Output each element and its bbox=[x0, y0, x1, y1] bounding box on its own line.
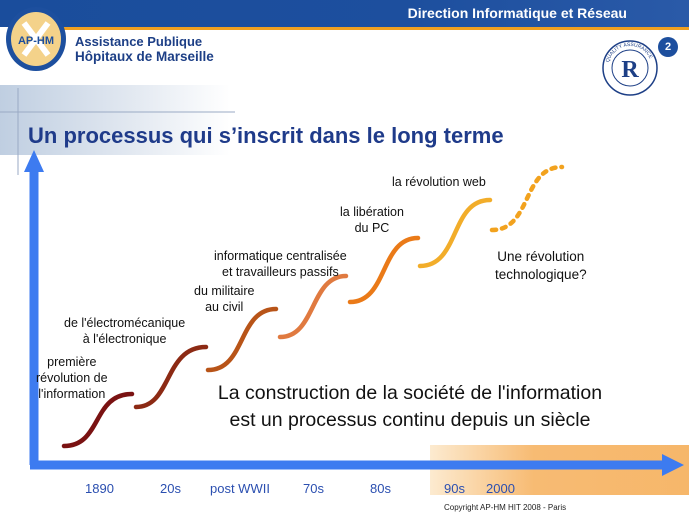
step-curve-5 bbox=[347, 235, 421, 305]
copyright-notice: Copyright AP-HM HIT 2008 - Paris bbox=[444, 503, 567, 512]
step-label-1: première révolution de l'information bbox=[36, 355, 108, 401]
svg-text:R: R bbox=[621, 57, 639, 83]
axis-tick-2000: 2000 bbox=[486, 481, 515, 496]
aphm-logo-icon: AP-HM bbox=[6, 7, 66, 71]
axis-tick-70s: 70s bbox=[303, 481, 324, 496]
horizontal-axis-arrow-icon bbox=[662, 454, 684, 476]
step-label-7: Une révolution technologique? bbox=[495, 249, 587, 282]
step-curve-4 bbox=[277, 273, 349, 340]
header-title: Direction Informatique et Réseau bbox=[407, 5, 627, 21]
quality-certification-icon: R QUALITY ASSURANCE bbox=[602, 40, 658, 96]
header-accent-line bbox=[60, 27, 689, 30]
org-line-1: Assistance Publique bbox=[75, 34, 203, 49]
step-label-4: informatique centralisée et travailleurs… bbox=[214, 249, 347, 279]
axis-tick-20s: 20s bbox=[160, 481, 181, 496]
organization-name: Assistance Publique Hôpitaux de Marseill… bbox=[75, 34, 214, 64]
axis-tick-90s: 90s bbox=[444, 481, 465, 496]
step-label-6: la révolution web bbox=[392, 175, 486, 189]
background-photo-strip bbox=[0, 85, 230, 155]
step-label-5: la libération du PC bbox=[340, 205, 404, 235]
step-curve-6 bbox=[417, 197, 493, 269]
axis-tick-1890: 1890 bbox=[85, 481, 114, 496]
step-curve-1 bbox=[61, 391, 135, 449]
axis-tick-post-wwii: post WWII bbox=[210, 481, 270, 496]
corner-photo-band bbox=[430, 445, 689, 495]
org-line-2: Hôpitaux de Marseille bbox=[75, 49, 214, 64]
step-curve-7-dotted bbox=[489, 164, 565, 233]
statement-text: La construction de la société de l'infor… bbox=[217, 382, 603, 431]
logo-text: AP-HM bbox=[18, 35, 54, 47]
step-label-3: du militaire au civil bbox=[194, 284, 255, 314]
header-bar: Direction Informatique et Réseau bbox=[0, 0, 689, 27]
axis-tick-80s: 80s bbox=[370, 481, 391, 496]
step-label-2: de l'électromécanique à l'électronique bbox=[64, 316, 186, 346]
page-number-badge: 2 bbox=[658, 37, 678, 57]
step-curve-2 bbox=[133, 344, 209, 410]
vertical-axis-arrow-icon bbox=[24, 150, 44, 172]
step-curve-3 bbox=[205, 306, 279, 373]
slide-title: Un processus qui s’inscrit dans le long … bbox=[28, 123, 504, 148]
